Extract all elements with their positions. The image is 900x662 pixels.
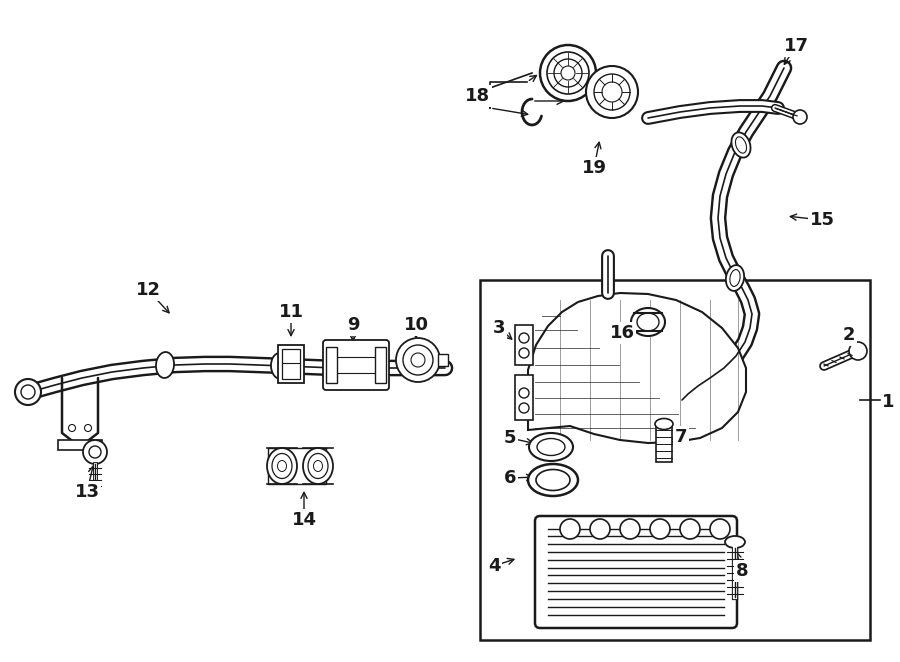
Circle shape xyxy=(519,333,529,343)
Ellipse shape xyxy=(655,418,673,430)
Circle shape xyxy=(849,342,867,360)
Text: 5: 5 xyxy=(504,429,517,447)
Bar xyxy=(480,280,870,640)
Circle shape xyxy=(650,519,670,539)
Text: 14: 14 xyxy=(292,511,317,529)
Text: 7: 7 xyxy=(675,428,688,446)
Text: 19: 19 xyxy=(581,159,607,177)
Circle shape xyxy=(586,66,638,118)
Circle shape xyxy=(561,66,575,80)
Ellipse shape xyxy=(529,433,573,461)
Bar xyxy=(515,325,533,365)
Text: 15: 15 xyxy=(809,211,834,229)
Circle shape xyxy=(793,110,807,124)
Text: 13: 13 xyxy=(75,483,100,501)
Circle shape xyxy=(594,74,630,110)
Text: 4: 4 xyxy=(488,557,500,575)
Circle shape xyxy=(710,519,730,539)
Text: 2: 2 xyxy=(842,326,855,344)
Circle shape xyxy=(519,348,529,358)
Text: 11: 11 xyxy=(278,303,303,321)
Ellipse shape xyxy=(730,269,740,287)
Bar xyxy=(278,345,304,383)
Bar xyxy=(515,375,533,420)
Ellipse shape xyxy=(637,313,659,331)
Ellipse shape xyxy=(528,464,578,496)
Bar xyxy=(656,426,672,462)
Ellipse shape xyxy=(732,132,751,158)
Ellipse shape xyxy=(735,137,746,153)
FancyBboxPatch shape xyxy=(535,516,737,628)
Ellipse shape xyxy=(156,352,174,378)
Ellipse shape xyxy=(303,448,333,484)
Circle shape xyxy=(15,379,41,405)
Ellipse shape xyxy=(271,353,289,379)
Bar xyxy=(58,440,102,450)
Ellipse shape xyxy=(726,265,744,291)
Text: 3: 3 xyxy=(493,319,505,337)
Ellipse shape xyxy=(536,469,570,491)
Bar xyxy=(282,349,300,379)
Text: 17: 17 xyxy=(784,37,808,55)
Ellipse shape xyxy=(272,453,292,479)
Circle shape xyxy=(620,519,640,539)
Ellipse shape xyxy=(631,308,665,336)
Text: 8: 8 xyxy=(735,562,748,580)
Ellipse shape xyxy=(267,448,297,484)
Polygon shape xyxy=(528,293,746,443)
Circle shape xyxy=(554,59,582,87)
Text: 12: 12 xyxy=(136,281,160,299)
Circle shape xyxy=(519,388,529,398)
Bar xyxy=(438,354,448,366)
Bar xyxy=(326,347,337,383)
Circle shape xyxy=(560,519,580,539)
Ellipse shape xyxy=(403,345,433,375)
Bar xyxy=(268,448,326,484)
Circle shape xyxy=(540,45,596,101)
Ellipse shape xyxy=(308,453,328,479)
Text: 1: 1 xyxy=(882,393,895,411)
Bar xyxy=(375,347,386,383)
Circle shape xyxy=(83,440,107,464)
Text: 9: 9 xyxy=(346,316,359,334)
Ellipse shape xyxy=(396,338,440,382)
Ellipse shape xyxy=(725,536,745,548)
Text: 18: 18 xyxy=(465,87,490,105)
Ellipse shape xyxy=(537,438,565,455)
Circle shape xyxy=(590,519,610,539)
Circle shape xyxy=(519,403,529,413)
Text: 16: 16 xyxy=(609,324,634,342)
Text: 10: 10 xyxy=(403,316,428,334)
FancyBboxPatch shape xyxy=(323,340,389,390)
Text: 6: 6 xyxy=(504,469,517,487)
Circle shape xyxy=(547,52,589,94)
Circle shape xyxy=(680,519,700,539)
